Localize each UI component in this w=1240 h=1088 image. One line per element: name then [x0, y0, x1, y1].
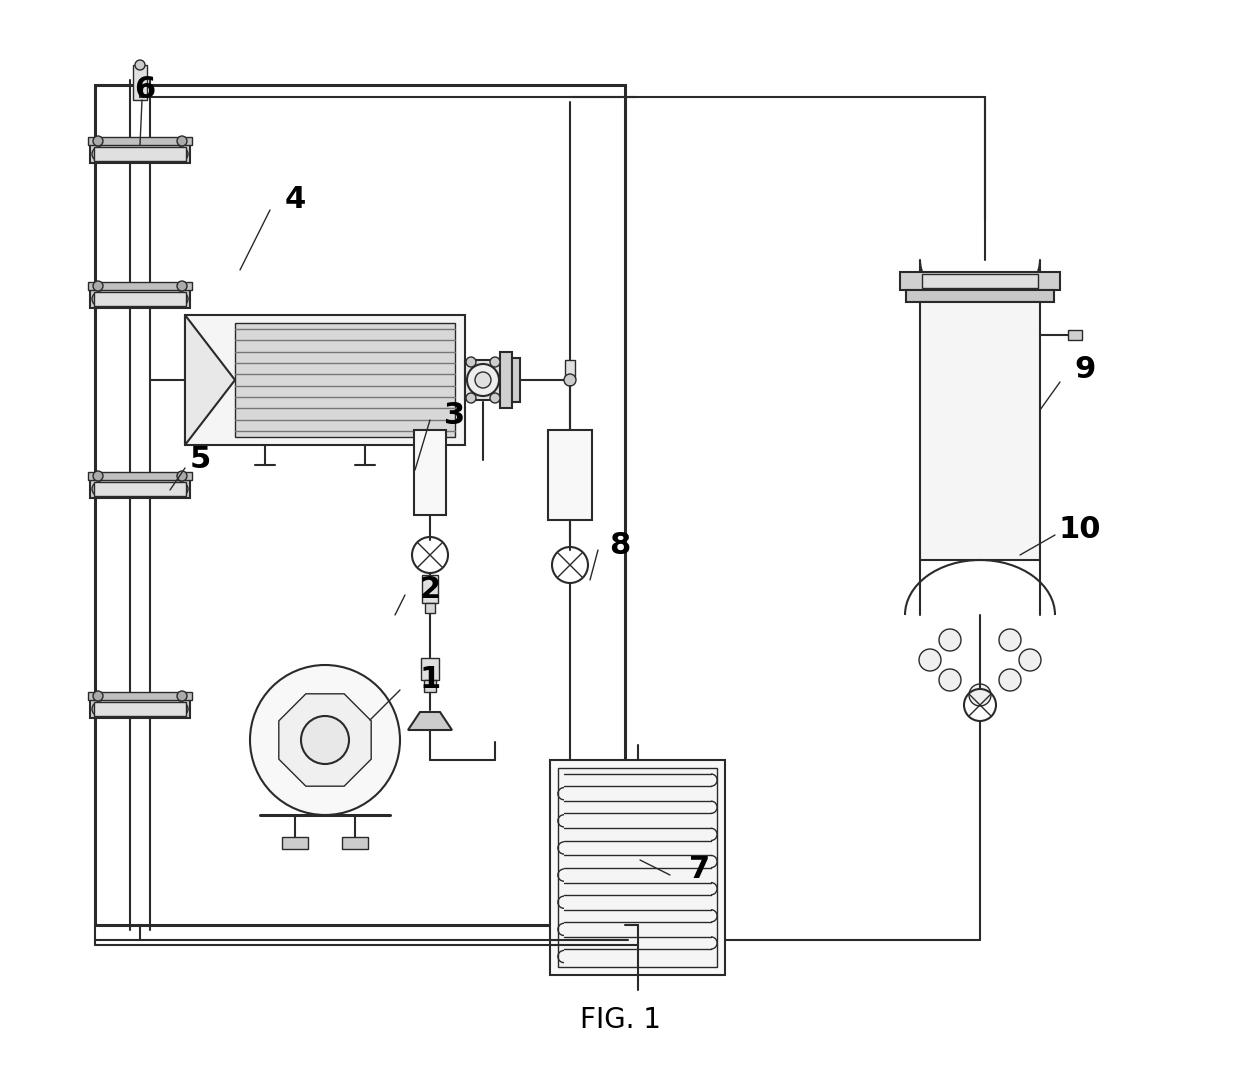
- Bar: [548, 430, 591, 520]
- Text: 4: 4: [284, 185, 305, 214]
- Bar: [88, 137, 192, 145]
- Bar: [500, 353, 512, 408]
- Bar: [424, 680, 436, 692]
- Text: FIG. 1: FIG. 1: [579, 1006, 661, 1034]
- Text: 8: 8: [609, 531, 631, 559]
- Bar: [185, 316, 465, 445]
- Circle shape: [1019, 650, 1042, 671]
- Bar: [94, 702, 186, 716]
- Circle shape: [174, 147, 188, 161]
- Bar: [558, 768, 717, 967]
- Circle shape: [92, 702, 105, 716]
- Circle shape: [919, 650, 941, 671]
- Bar: [94, 482, 186, 496]
- Circle shape: [466, 393, 476, 403]
- Circle shape: [250, 665, 401, 815]
- Bar: [94, 147, 186, 161]
- Circle shape: [93, 136, 103, 146]
- Text: 10: 10: [1059, 516, 1101, 544]
- Circle shape: [174, 482, 188, 496]
- Bar: [91, 480, 190, 498]
- Text: 6: 6: [134, 75, 156, 104]
- Circle shape: [92, 482, 105, 496]
- Circle shape: [93, 691, 103, 701]
- Circle shape: [174, 292, 188, 306]
- Circle shape: [301, 716, 348, 764]
- Circle shape: [177, 281, 187, 290]
- Bar: [133, 65, 148, 100]
- Polygon shape: [185, 316, 236, 445]
- Bar: [906, 290, 1054, 302]
- Text: 7: 7: [689, 855, 711, 885]
- Bar: [414, 430, 446, 515]
- Bar: [425, 603, 435, 613]
- Bar: [281, 837, 308, 849]
- Circle shape: [564, 374, 577, 386]
- Bar: [465, 360, 500, 400]
- Circle shape: [939, 669, 961, 691]
- Bar: [91, 145, 190, 163]
- Circle shape: [92, 292, 105, 306]
- Polygon shape: [408, 712, 453, 730]
- Circle shape: [92, 147, 105, 161]
- Circle shape: [999, 669, 1021, 691]
- Circle shape: [93, 281, 103, 290]
- Bar: [565, 360, 575, 378]
- Bar: [88, 282, 192, 290]
- Text: 1: 1: [419, 666, 440, 694]
- Bar: [923, 274, 1038, 288]
- Circle shape: [490, 357, 500, 367]
- Circle shape: [999, 629, 1021, 651]
- Bar: [1068, 330, 1083, 339]
- Bar: [342, 837, 368, 849]
- Circle shape: [135, 60, 145, 70]
- Text: 9: 9: [1074, 356, 1096, 384]
- Bar: [91, 290, 190, 308]
- Text: 2: 2: [419, 576, 440, 605]
- Circle shape: [968, 684, 991, 706]
- Text: 3: 3: [444, 400, 465, 430]
- Bar: [422, 658, 439, 680]
- Circle shape: [177, 136, 187, 146]
- Bar: [900, 272, 1060, 290]
- Bar: [88, 692, 192, 700]
- Circle shape: [490, 393, 500, 403]
- Circle shape: [467, 364, 498, 396]
- Circle shape: [174, 702, 188, 716]
- Bar: [95, 85, 625, 925]
- Polygon shape: [279, 694, 371, 787]
- Bar: [236, 323, 455, 437]
- Bar: [920, 302, 1040, 560]
- Circle shape: [466, 357, 476, 367]
- Circle shape: [939, 629, 961, 651]
- Circle shape: [177, 471, 187, 481]
- Bar: [422, 574, 438, 603]
- Text: 5: 5: [190, 445, 211, 474]
- Bar: [551, 761, 725, 975]
- Bar: [512, 358, 520, 401]
- Circle shape: [475, 372, 491, 388]
- Circle shape: [177, 691, 187, 701]
- Circle shape: [93, 471, 103, 481]
- Bar: [94, 292, 186, 306]
- Bar: [88, 472, 192, 480]
- Bar: [91, 700, 190, 718]
